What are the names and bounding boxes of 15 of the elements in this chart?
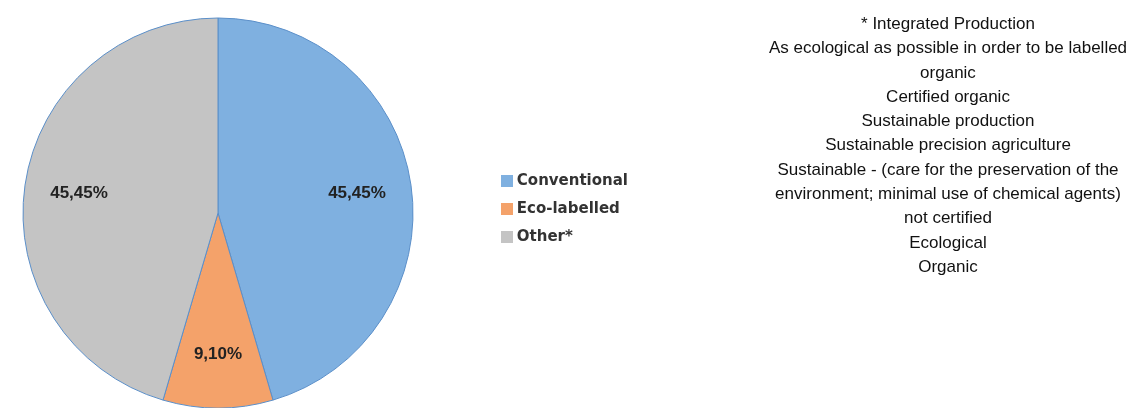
text: Sustainable - (care for the preservation of the environment; minimal use of chemical agents)	[774, 158, 1122, 206]
text: Certified organic	[885, 85, 1011, 108]
legend-label: Eco-labelled	[516, 199, 620, 217]
legend-label: Other*	[516, 227, 573, 245]
text: Organic	[917, 255, 979, 278]
text: not certified	[903, 207, 993, 230]
data-label: 45,45%	[328, 183, 386, 203]
text: Sustainable precision agriculture	[824, 134, 1072, 157]
data-label: 9,10%	[193, 343, 243, 363]
legend-label: Conventional	[516, 171, 628, 189]
data-label: 45,45%	[50, 183, 108, 203]
text: Ecological	[908, 231, 988, 254]
text: * Integrated Production	[860, 13, 1036, 35]
text: As ecological as possible in order to be labelled organic	[767, 37, 1129, 84]
text: Sustainable production	[860, 110, 1036, 133]
